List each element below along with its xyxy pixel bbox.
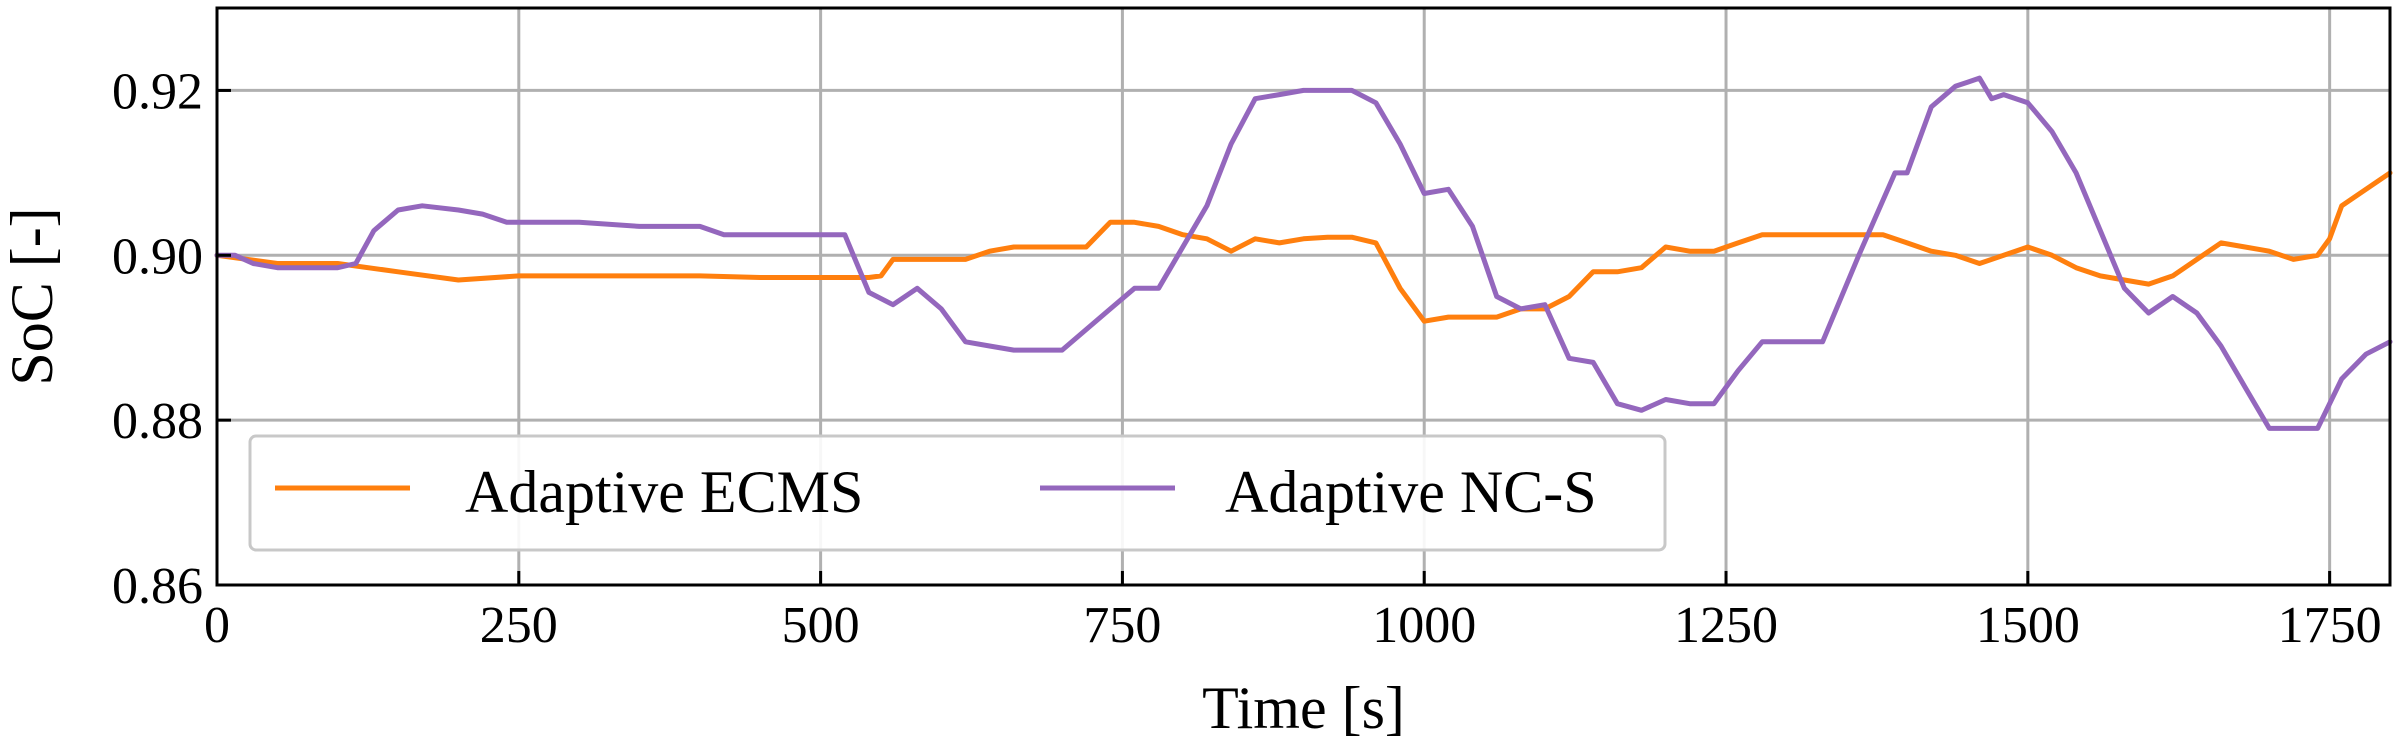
axis-ticks <box>215 88 2332 587</box>
series-group <box>214 75 2393 431</box>
y-tick-label: 0.88 <box>112 393 203 450</box>
x-tick-labels: 0 250 500 750 1000 1250 1500 1750 <box>204 597 2382 654</box>
x-axis-title: Time [s] <box>1202 675 1405 741</box>
y-tick-label: 0.92 <box>112 63 203 120</box>
legend-box <box>248 434 1667 552</box>
x-tick-label: 250 <box>480 597 558 654</box>
x-tick-label: 0 <box>204 597 230 654</box>
legend: Adaptive ECMS Adaptive NC-S <box>248 434 1667 552</box>
x-tick-label: 500 <box>782 597 860 654</box>
legend-label-adaptive-ecms: Adaptive ECMS <box>465 459 863 525</box>
x-tick-label: 1250 <box>1674 597 1778 654</box>
y-tick-label: 0.90 <box>112 228 203 285</box>
y-axis-title: SoC [-] <box>0 207 65 385</box>
x-tick-label: 1500 <box>1976 597 2080 654</box>
series-line-adaptive-nc-s <box>214 75 2393 431</box>
legend-label-adaptive-nc-s: Adaptive NC-S <box>1225 459 1597 525</box>
x-tick-label: 750 <box>1083 597 1161 654</box>
y-tick-labels: 0.86 0.88 0.90 0.92 <box>112 63 203 615</box>
plot-frame <box>215 6 2392 587</box>
y-tick-label: 0.86 <box>112 558 203 615</box>
x-tick-label: 1000 <box>1372 597 1476 654</box>
x-tick-label: 1750 <box>2278 597 2382 654</box>
